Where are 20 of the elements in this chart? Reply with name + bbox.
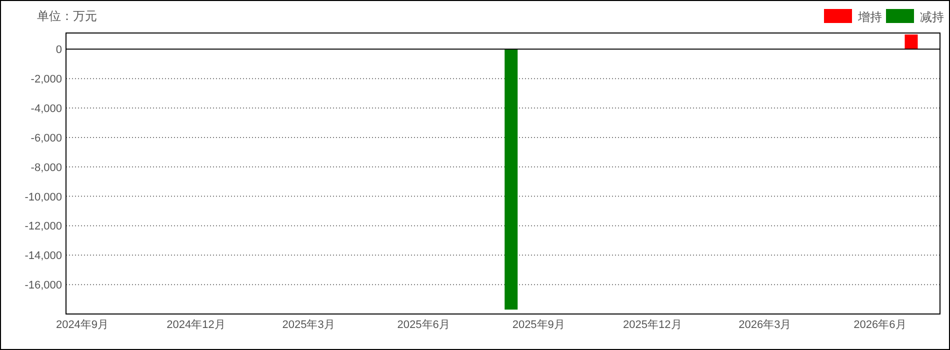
x-tick-label: 2025年12月 xyxy=(623,319,682,331)
legend-label: 减持 xyxy=(920,10,944,24)
y-tick-label: -6,000 xyxy=(30,132,62,144)
x-tick-label: 2025年3月 xyxy=(282,319,335,331)
y-tick-label: -8,000 xyxy=(30,162,62,174)
y-tick-label: -2,000 xyxy=(30,74,62,86)
x-tick-label: 2024年9月 xyxy=(56,319,109,331)
y-tick-label: -10,000 xyxy=(24,191,62,204)
y-tick-label: -12,000 xyxy=(24,220,62,233)
y-tick-label: -4,000 xyxy=(30,103,62,116)
y-tick-label: -14,000 xyxy=(24,250,62,262)
y-tick-label: -16,000 xyxy=(24,280,62,292)
x-tick-label: 2025年9月 xyxy=(512,319,565,331)
x-tick-label: 2025年6月 xyxy=(397,319,450,331)
x-tick-label: 2024年12月 xyxy=(166,319,226,331)
x-tick-label: 2026年3月 xyxy=(738,319,792,331)
y-axis-title: 单位：万元 xyxy=(37,9,97,23)
legend-label: 增持 xyxy=(857,10,882,24)
y-tick-label: 0 xyxy=(56,44,62,56)
x-tick-label: 2026年6月 xyxy=(854,319,906,331)
